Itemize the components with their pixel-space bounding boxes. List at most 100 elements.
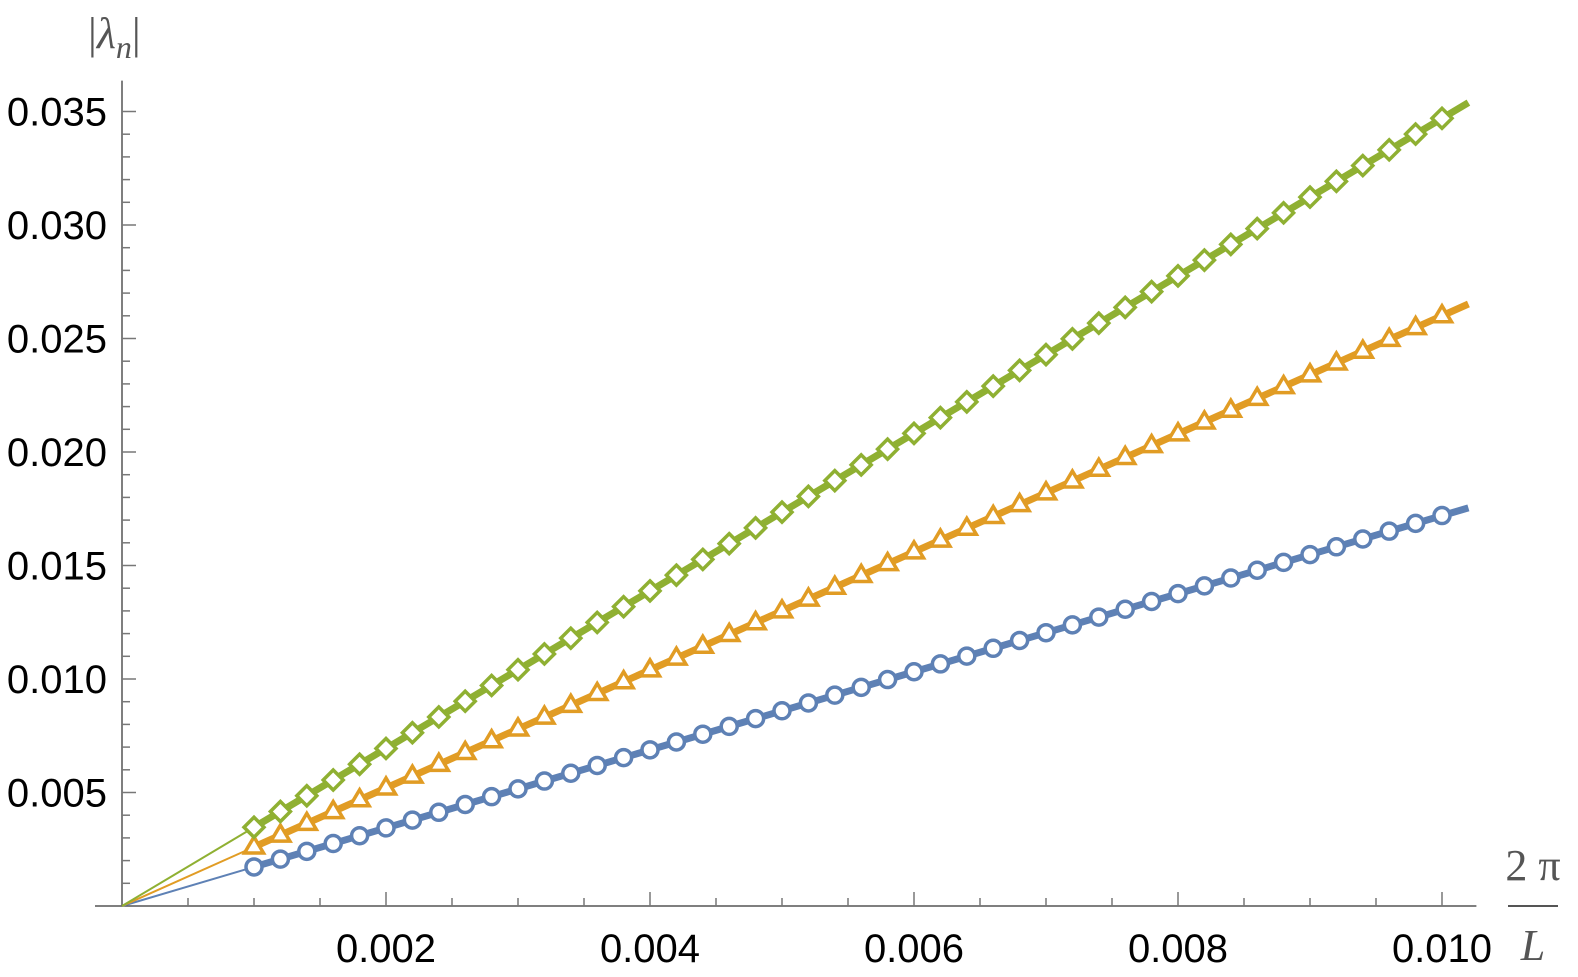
data-point xyxy=(1191,408,1217,430)
series-line-thin xyxy=(121,865,255,907)
data-point xyxy=(1009,630,1030,651)
data-point xyxy=(930,654,951,674)
data-point xyxy=(1273,552,1294,573)
y-axis-label-bar-left: | xyxy=(88,9,97,58)
x-tick-label: 0.006 xyxy=(864,927,964,971)
data-point xyxy=(851,677,871,698)
series-group xyxy=(121,99,1471,907)
data-point xyxy=(743,515,769,541)
data-point xyxy=(1429,105,1455,131)
data-point xyxy=(1244,385,1270,407)
data-point xyxy=(1376,137,1402,163)
data-point xyxy=(347,786,373,808)
series-line-thin xyxy=(121,846,255,907)
series-1 xyxy=(121,504,1470,907)
data-point xyxy=(1194,576,1215,596)
data-point xyxy=(848,452,874,478)
data-point xyxy=(376,818,396,838)
data-point xyxy=(1405,513,1426,534)
data-point xyxy=(1379,521,1399,541)
data-point xyxy=(505,657,531,683)
data-point xyxy=(693,724,713,744)
y-tick-label: 0.005 xyxy=(7,772,107,816)
data-point xyxy=(1221,568,1241,588)
data-point xyxy=(1007,491,1033,513)
data-point xyxy=(479,672,505,698)
data-point xyxy=(323,833,343,854)
data-point xyxy=(1139,432,1165,454)
data-point xyxy=(1112,294,1138,320)
data-point xyxy=(927,405,953,431)
data-point xyxy=(719,716,739,737)
data-point xyxy=(1297,184,1323,210)
data-point xyxy=(452,739,478,761)
data-point xyxy=(479,727,505,749)
data-point xyxy=(1323,168,1349,194)
data-point xyxy=(640,740,660,760)
data-point xyxy=(1353,529,1373,549)
x-axis-ticks: 0.002 0.004 0.006 0.008 0.010 xyxy=(187,892,1492,971)
x-axis-label-denominator: L xyxy=(1520,921,1545,970)
y-tick-label: 0.030 xyxy=(7,204,107,248)
data-point xyxy=(1165,263,1191,289)
data-point xyxy=(455,794,475,815)
data-point xyxy=(822,468,848,494)
y-tick-label: 0.035 xyxy=(7,91,107,135)
data-point xyxy=(1191,247,1217,273)
x-tick-label: 0.010 xyxy=(1392,927,1492,971)
data-point xyxy=(241,833,267,855)
x-axis-label-numerator: 2 π xyxy=(1505,841,1560,890)
x-axis-label: 2 π L xyxy=(1505,841,1560,970)
data-point xyxy=(1403,314,1429,336)
data-point xyxy=(267,799,293,824)
data-point xyxy=(1033,479,1059,501)
y-axis-label-symbol: λ xyxy=(95,9,116,58)
data-point xyxy=(402,810,423,830)
data-point xyxy=(980,503,1006,525)
data-point xyxy=(429,802,449,823)
y-axis-label-bar-right: | xyxy=(132,9,141,58)
data-point xyxy=(241,814,267,840)
data-point xyxy=(1112,444,1138,466)
data-point xyxy=(320,798,346,820)
series-3 xyxy=(121,99,1471,907)
data-point xyxy=(825,685,845,705)
data-point xyxy=(584,609,610,635)
y-axis-ticks: 0.005 0.010 0.015 0.020 0.025 0.030 0.035 xyxy=(7,91,136,885)
data-point xyxy=(690,546,716,572)
data-point xyxy=(1165,420,1191,442)
series-line-thin xyxy=(121,826,255,907)
data-point xyxy=(505,715,531,737)
data-point xyxy=(954,389,980,415)
data-point xyxy=(666,732,687,752)
data-point xyxy=(637,578,663,604)
data-point xyxy=(904,661,924,682)
data-point xyxy=(1271,373,1297,395)
data-point xyxy=(294,809,320,832)
x-tick-label: 0.008 xyxy=(1128,927,1228,971)
data-point xyxy=(1062,615,1083,635)
data-point xyxy=(587,755,607,776)
data-point xyxy=(1376,325,1402,348)
data-point xyxy=(954,514,980,537)
data-point xyxy=(481,786,502,807)
data-point xyxy=(1244,216,1270,242)
axes: 0.002 0.004 0.006 0.008 0.010 0.005 0.010 0.01… xyxy=(7,80,1492,971)
data-point xyxy=(558,691,584,714)
data-point xyxy=(294,783,320,809)
data-point xyxy=(1141,591,1162,612)
data-point xyxy=(611,594,637,620)
data-point xyxy=(611,668,637,690)
data-point xyxy=(452,688,478,714)
data-point xyxy=(980,373,1006,399)
data-point xyxy=(1007,357,1033,383)
y-axis-label-subscript: n xyxy=(116,29,132,65)
y-tick-label: 0.010 xyxy=(7,658,107,702)
data-point xyxy=(901,538,927,560)
data-point xyxy=(1247,560,1267,580)
data-point xyxy=(1350,153,1376,179)
x-tick-label: 0.002 xyxy=(336,927,436,971)
data-point xyxy=(822,573,848,596)
data-point xyxy=(373,735,399,761)
